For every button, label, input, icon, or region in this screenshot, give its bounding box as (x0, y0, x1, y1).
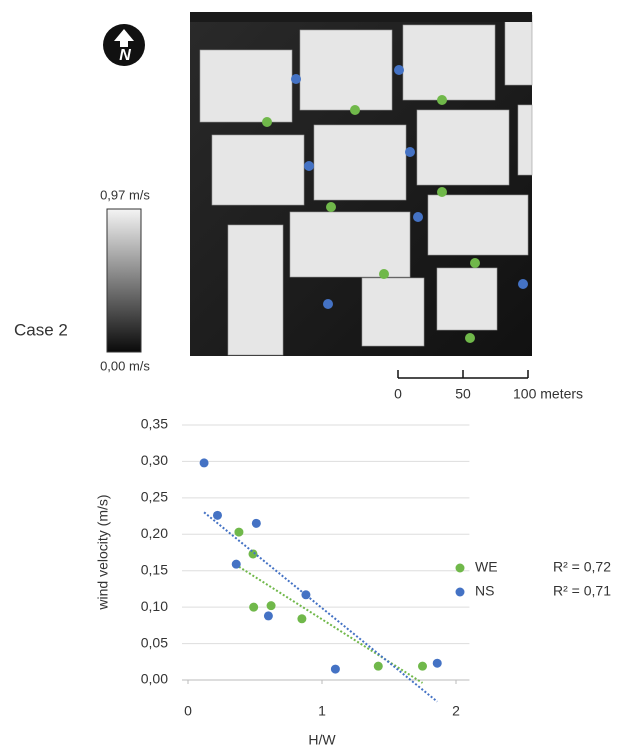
point-we (379, 269, 389, 279)
legend-marker (456, 588, 465, 597)
block (437, 268, 497, 330)
block (300, 30, 392, 110)
point-ns (291, 74, 301, 84)
point-we (437, 187, 447, 197)
trendline (239, 567, 423, 683)
legend-label: WE (475, 559, 498, 575)
point-ns (394, 65, 404, 75)
legend-min: 0,00 m/s (100, 358, 150, 373)
block (505, 15, 532, 85)
block (314, 125, 406, 200)
r2-label: R² = 0,71 (553, 583, 611, 599)
point-ns (304, 161, 314, 171)
block (290, 212, 410, 277)
compass-label: N (119, 47, 131, 64)
point-we (465, 333, 475, 343)
block (212, 135, 304, 205)
point-ns (323, 299, 333, 309)
point (374, 662, 383, 671)
r2-label: R² = 0,72 (553, 559, 611, 575)
x-tick-label: 0 (184, 703, 192, 719)
map (190, 12, 532, 356)
block (428, 195, 528, 255)
point (301, 590, 310, 599)
y-tick-label: 0,15 (141, 561, 168, 577)
block (362, 278, 424, 346)
point-we (470, 258, 480, 268)
scale-label: 50 (455, 386, 471, 402)
y-tick-label: 0,20 (141, 525, 168, 541)
y-axis-label: wind velocity (m/s) (95, 494, 111, 610)
y-tick-label: 0,25 (141, 489, 168, 505)
block (200, 50, 292, 122)
legend-marker (456, 564, 465, 573)
point (234, 528, 243, 537)
point (252, 519, 261, 528)
point (297, 614, 306, 623)
case-label: Case 2 (14, 320, 68, 339)
block (417, 110, 509, 185)
legend-label: NS (475, 583, 494, 599)
point-ns (413, 212, 423, 222)
y-tick-label: 0,00 (141, 671, 168, 687)
point (248, 549, 257, 558)
x-tick-label: 2 (452, 703, 460, 719)
point-ns (405, 147, 415, 157)
scale-label: 0 (394, 386, 402, 402)
block (228, 225, 283, 355)
block (518, 105, 532, 175)
y-tick-label: 0,10 (141, 598, 168, 614)
y-tick-label: 0,30 (141, 452, 168, 468)
colorbar (107, 209, 141, 352)
y-tick-label: 0,35 (141, 416, 168, 432)
point-we (350, 105, 360, 115)
point (418, 662, 427, 671)
point-we (262, 117, 272, 127)
y-tick-label: 0,05 (141, 634, 168, 650)
point (433, 659, 442, 668)
figure: N 0,97 m/s 0,00 m/s Case 2 (0, 0, 632, 751)
scale-bar (398, 370, 528, 378)
block (403, 25, 495, 100)
point (232, 560, 241, 569)
point (200, 458, 209, 467)
point (267, 601, 276, 610)
point-we (437, 95, 447, 105)
scale-label: 100 meters (513, 386, 583, 402)
road (190, 12, 532, 22)
x-axis-label: H/W (308, 732, 336, 748)
legend-max: 0,97 m/s (100, 187, 150, 202)
point (249, 603, 258, 612)
point (264, 611, 273, 620)
point (331, 665, 340, 674)
point (213, 511, 222, 520)
x-tick-label: 1 (318, 703, 326, 719)
point-ns (518, 279, 528, 289)
point-we (326, 202, 336, 212)
